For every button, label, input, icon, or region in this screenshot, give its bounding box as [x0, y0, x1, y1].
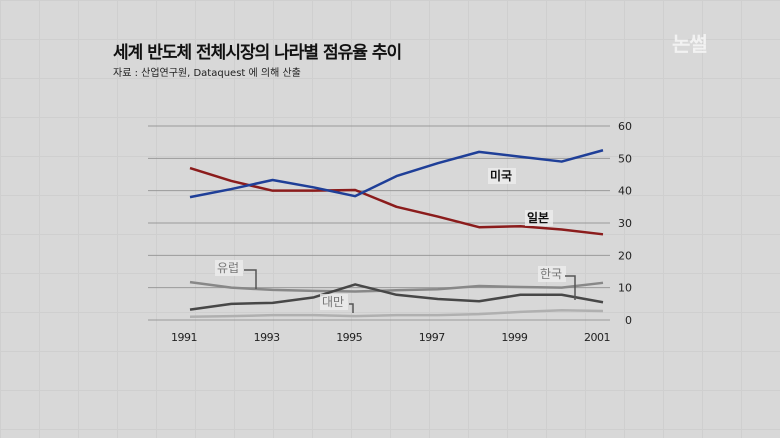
x-tick-label: 1991	[171, 331, 197, 344]
series-line-1	[189, 166, 604, 236]
x-tick-label: 2001	[584, 331, 610, 344]
label-background	[538, 266, 566, 282]
y-tick-label: 40	[618, 185, 632, 198]
leader-line	[244, 269, 257, 289]
series-line-0	[189, 149, 604, 199]
y-tick-label: 20	[618, 249, 632, 262]
series-line-2	[189, 280, 604, 293]
y-tick-label: 60	[618, 120, 632, 133]
label-background	[525, 210, 553, 226]
x-tick-label: 1995	[336, 331, 362, 344]
series-label: 유럽	[217, 261, 239, 275]
chart-source: 자료 : 산업연구원, Dataquest 에 의해 산출	[113, 68, 301, 79]
logo: 논썰	[672, 32, 708, 56]
series-line-4	[189, 309, 604, 319]
y-tick-label: 30	[618, 217, 632, 230]
label-background	[215, 260, 243, 276]
label-background	[320, 294, 348, 310]
y-tick-label: 50	[618, 152, 632, 165]
leader-line	[565, 275, 576, 300]
leader-line	[349, 303, 354, 313]
y-tick-label: 10	[618, 282, 632, 295]
series-label: 일본	[527, 211, 549, 225]
chart-title: 세계 반도체 전체시장의 나라별 점유율 추이	[113, 43, 402, 63]
x-tick-label: 1999	[501, 331, 527, 344]
x-tick-label: 1993	[254, 331, 280, 344]
series-label: 대만	[322, 295, 344, 309]
y-tick-label: 0	[625, 314, 632, 327]
series-label: 한국	[540, 267, 562, 281]
series-label: 미국	[490, 168, 512, 183]
series-line-3	[189, 283, 604, 311]
x-tick-label: 1997	[419, 331, 445, 344]
label-background	[488, 168, 516, 184]
